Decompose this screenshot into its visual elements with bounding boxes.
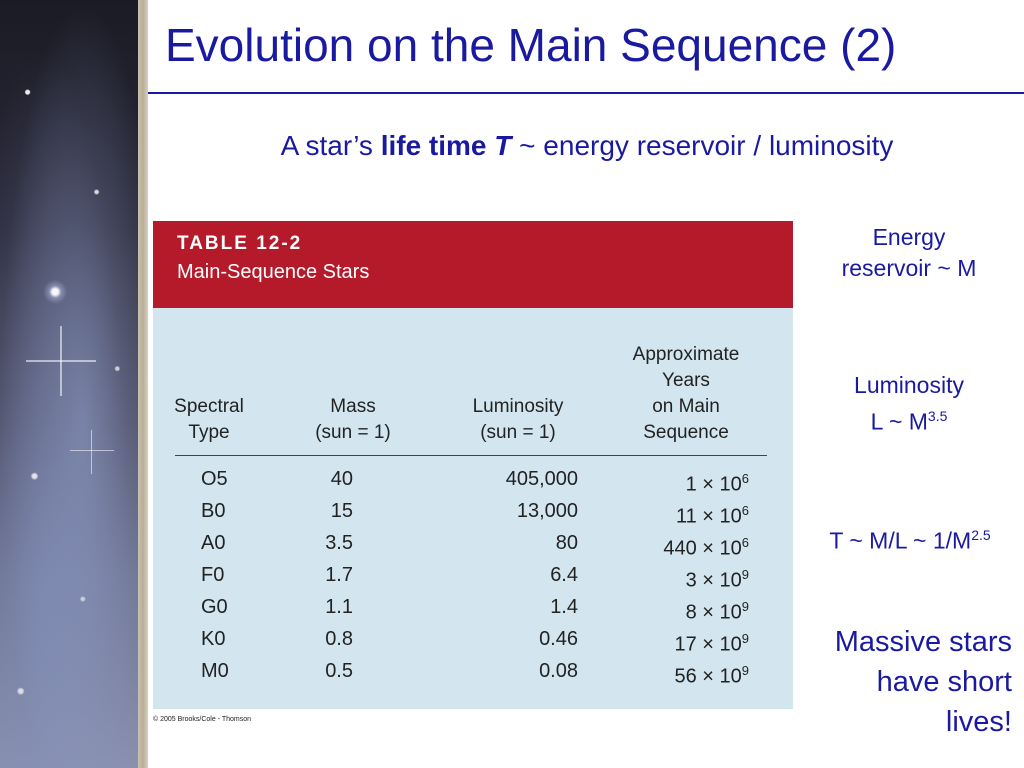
cell-mass: 3.5 xyxy=(325,532,353,554)
header-line: Type xyxy=(188,422,230,443)
cell-years: 3 × 109 xyxy=(686,559,749,597)
table-row: A0 3.5 80 440 × 106 xyxy=(153,527,793,560)
note-massive-stars: Massive stars have short lives! xyxy=(792,622,1012,742)
star-flare xyxy=(60,326,62,396)
note-energy-reservoir: Energy reservoir ~ M xyxy=(808,222,1010,284)
cell-mass: 0.8 xyxy=(325,628,353,650)
cell-type: M0 xyxy=(201,660,229,682)
years-exp: 6 xyxy=(741,471,749,486)
years-exp: 9 xyxy=(741,599,749,614)
cell-luminosity: 1.4 xyxy=(550,596,578,618)
cell-mass: 40 xyxy=(330,468,353,490)
table-label: TABLE 12-2 xyxy=(177,233,303,254)
note-line: Massive stars xyxy=(834,626,1012,658)
cell-luminosity: 13,000 xyxy=(516,500,578,522)
cell-luminosity: 80 xyxy=(555,532,578,554)
header-line: Sequence xyxy=(643,422,729,443)
subtitle-prefix: A star’s xyxy=(280,130,381,161)
header-line: Years xyxy=(662,370,710,391)
header-line: Mass xyxy=(330,396,376,417)
cell-mass: 15 xyxy=(330,500,353,522)
note-formula: T ~ M/L ~ 1/M xyxy=(829,527,972,554)
star-flare xyxy=(91,430,92,474)
strip-edge xyxy=(138,0,148,768)
star-flare xyxy=(70,450,114,451)
slide-title: Evolution on the Main Sequence (2) xyxy=(165,19,897,71)
starfield-decoration xyxy=(0,0,138,768)
cell-type: G0 xyxy=(201,596,228,618)
subtitle-suffix: ~ energy reservoir / luminosity xyxy=(511,130,894,161)
cell-years: 11 × 106 xyxy=(676,495,749,533)
years-exp: 9 xyxy=(741,631,749,646)
header-spectral-type: Spectral Type xyxy=(173,394,245,446)
column-headers: Spectral Type Mass (sun = 1) Luminosity … xyxy=(153,338,793,446)
note-line: Energy xyxy=(872,224,946,250)
header-line: Luminosity xyxy=(472,396,564,417)
table-row: G0 1.1 1.4 8 × 109 xyxy=(153,591,793,624)
cell-type: F0 xyxy=(201,564,225,586)
table-row: O5 40 405,000 1 × 106 xyxy=(153,463,793,496)
years-coeff: 17 × 10 xyxy=(674,633,742,656)
cell-luminosity: 6.4 xyxy=(550,564,578,586)
main-sequence-table: TABLE 12-2 Main-Sequence Stars Spectral … xyxy=(153,221,793,709)
table-row: M0 0.5 0.08 56 × 109 xyxy=(153,655,793,688)
cell-luminosity: 0.08 xyxy=(539,660,578,682)
cell-years: 17 × 109 xyxy=(674,623,749,661)
header-line: on Main xyxy=(652,396,720,417)
header-years: Approximate Years on Main Sequence xyxy=(611,342,761,446)
years-coeff: 1 × 10 xyxy=(685,473,742,496)
title-rule xyxy=(148,92,1024,94)
cell-luminosity: 405,000 xyxy=(505,468,578,490)
note-exponent: 3.5 xyxy=(927,408,948,424)
cell-years: 8 × 109 xyxy=(686,591,749,629)
years-exp: 6 xyxy=(741,535,749,550)
cell-years: 56 × 109 xyxy=(674,655,749,693)
table-row: F0 1.7 6.4 3 × 109 xyxy=(153,559,793,592)
table-caption: Main-Sequence Stars xyxy=(177,261,370,283)
note-line: lives! xyxy=(945,706,1012,738)
header-line: Spectral xyxy=(174,396,244,417)
copyright-note: © 2005 Brooks/Cole - Thomson xyxy=(153,716,252,723)
cell-luminosity: 0.46 xyxy=(539,628,578,650)
years-coeff: 56 × 10 xyxy=(674,665,742,688)
slide-subtitle: A star’s life time T ~ energy reservoir … xyxy=(0,130,1024,162)
note-line: have short xyxy=(876,666,1012,698)
header-line: Approximate xyxy=(632,344,740,365)
header-line: (sun = 1) xyxy=(315,422,391,443)
years-coeff: 11 × 10 xyxy=(675,505,742,528)
note-luminosity: Luminosity L ~ M3.5 xyxy=(808,370,1010,438)
cell-mass: 1.1 xyxy=(325,596,353,618)
header-rule xyxy=(175,455,767,456)
years-coeff: 3 × 10 xyxy=(685,569,742,592)
years-coeff: 440 × 10 xyxy=(663,537,742,560)
header-line: (sun = 1) xyxy=(480,422,556,443)
cell-mass: 1.7 xyxy=(325,564,353,586)
years-exp: 9 xyxy=(741,567,749,582)
subtitle-bold-italic: T xyxy=(494,130,512,161)
note-line: Luminosity xyxy=(854,372,964,398)
cell-type: K0 xyxy=(201,628,226,650)
header-mass: Mass (sun = 1) xyxy=(303,394,403,446)
table-body: O5 40 405,000 1 × 106 B0 15 13,000 11 × 106 A0… xyxy=(153,463,793,688)
note-lifetime: T ~ M/L ~ 1/M2.5 xyxy=(800,520,1020,557)
table-row: B0 15 13,000 11 × 106 xyxy=(153,495,793,528)
years-exp: 9 xyxy=(741,663,749,678)
header-luminosity: Luminosity (sun = 1) xyxy=(453,394,583,446)
note-line: L ~ M3.5 xyxy=(808,401,1010,438)
years-coeff: 8 × 10 xyxy=(685,601,742,624)
cell-years: 1 × 106 xyxy=(686,463,749,501)
years-exp: 6 xyxy=(741,503,749,518)
cell-mass: 0.5 xyxy=(325,660,353,682)
cell-type: A0 xyxy=(201,532,226,554)
subtitle-bold: life time xyxy=(380,130,495,161)
note-line: reservoir ~ M xyxy=(841,255,977,281)
table-header-band: TABLE 12-2 Main-Sequence Stars xyxy=(153,221,793,308)
cell-years: 440 × 106 xyxy=(663,527,749,565)
note-formula: L ~ M xyxy=(870,408,928,435)
cell-type: B0 xyxy=(201,500,226,522)
table-row: K0 0.8 0.46 17 × 109 xyxy=(153,623,793,656)
note-exponent: 2.5 xyxy=(971,527,991,543)
cell-type: O5 xyxy=(201,468,228,490)
